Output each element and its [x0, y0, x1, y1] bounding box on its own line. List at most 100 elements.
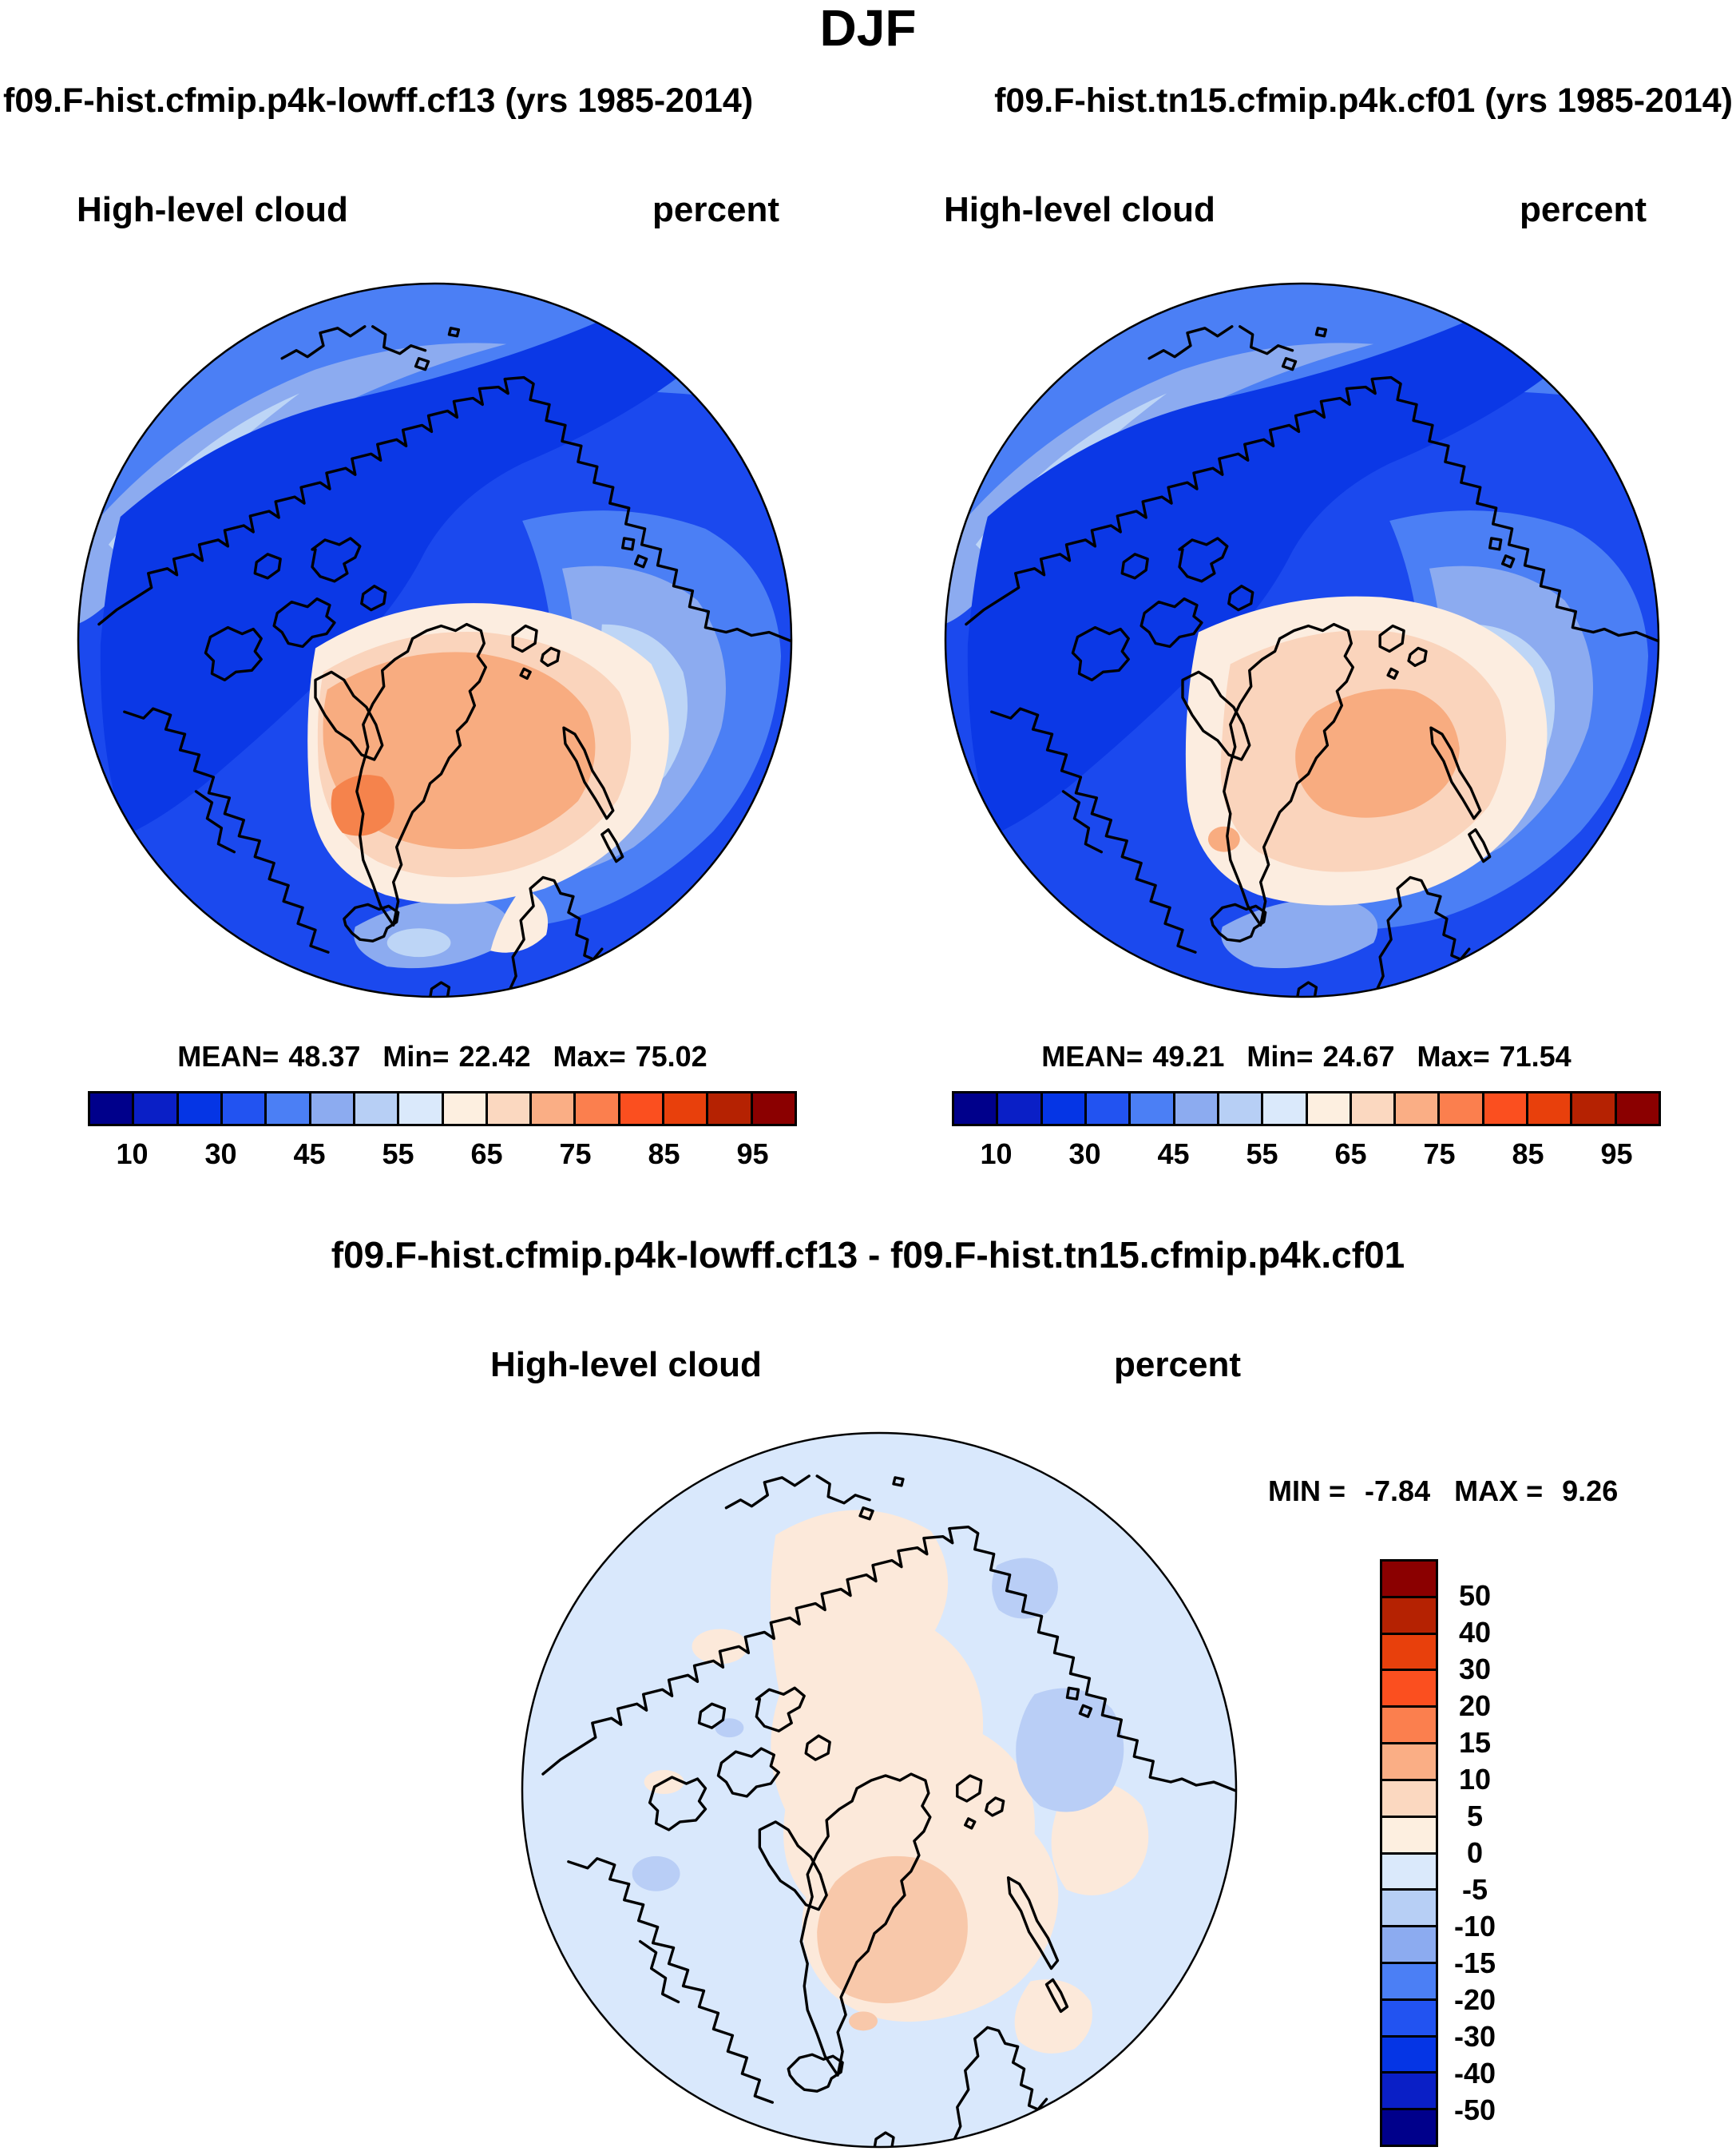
colorbar-segment [1219, 1093, 1264, 1124]
colorbar-tick-label: 15 [1458, 1726, 1492, 1759]
colorbar-segment [1528, 1093, 1573, 1124]
colorbar-segment [1382, 1854, 1436, 1891]
colorbar-segment [267, 1093, 311, 1124]
colorbar-tick-label: 75 [1423, 1137, 1456, 1170]
run-subtitle-row: f09.F-hist.cfmip.p4k-lowff.cf13 (yrs 198… [0, 81, 1736, 121]
colorbar-segment [1382, 2000, 1436, 2038]
colorbar-segment [90, 1093, 135, 1124]
colorbar-tick-label: 10 [116, 1137, 149, 1170]
colorbar-segment [1572, 1093, 1617, 1124]
colorbar-segment [1382, 1634, 1436, 1672]
colorbar-tick-label: 55 [382, 1137, 414, 1170]
colorbar-segment [1351, 1093, 1397, 1124]
colorbar-tick-label: 50 [1458, 1579, 1492, 1612]
min-value: 22.42 [458, 1040, 531, 1073]
colorbar-tick-label: 85 [648, 1137, 680, 1170]
colorbar-segment [399, 1093, 444, 1124]
diff-stats-line: MIN = -7.84 MAX = 9.26 [1268, 1474, 1634, 1508]
colorbar-panel1-ticks: 10 30 45 55 65 75 85 95 [88, 1137, 797, 1173]
colorbar-segment [1263, 1093, 1308, 1124]
colorbar-tick-label: -15 [1453, 1947, 1496, 1979]
diff-min-label: MIN = [1268, 1474, 1346, 1507]
panel2-units-label: percent [1520, 190, 1647, 229]
colorbar-tick-label: 95 [1600, 1137, 1633, 1170]
colorbar-panel2-ticks: 10 30 45 55 65 75 85 95 [952, 1137, 1661, 1173]
colorbar-tick-label: 20 [1458, 1689, 1492, 1722]
colorbar-segment [708, 1093, 753, 1124]
colorbar-segment [178, 1093, 223, 1124]
colorbar-segment [355, 1093, 400, 1124]
colorbar-segment [1042, 1093, 1087, 1124]
colorbar-segment [1175, 1093, 1219, 1124]
mean-value: 49.21 [1152, 1040, 1225, 1073]
panel2-header: High-level cloud percent [944, 190, 1647, 230]
map-difference-border [521, 1431, 1238, 2149]
colorbar-segment [752, 1093, 795, 1124]
map-model1 [77, 282, 793, 998]
colorbar-tick-label: -10 [1453, 1910, 1496, 1943]
map-model2-border [944, 282, 1660, 998]
colorbar-segment [1382, 1891, 1436, 1928]
colorbar-segment [1382, 1817, 1436, 1855]
colorbar-tick-label: -5 [1461, 1873, 1488, 1906]
min-label: Min= [1247, 1040, 1314, 1073]
colorbar-segment [1396, 1093, 1441, 1124]
run-name-right: f09.F-hist.tn15.cfmip.p4k.cf01 (yrs 1985… [994, 81, 1733, 120]
colorbar-segment [1616, 1093, 1659, 1124]
colorbar-segment [1382, 2074, 1436, 2111]
panel1-header: High-level cloud percent [77, 190, 779, 230]
mean-label: MEAN= [1041, 1040, 1143, 1073]
colorbar-segment [1382, 2037, 1436, 2074]
colorbar-tick-label: 95 [736, 1137, 769, 1170]
colorbar-tick-label: 55 [1246, 1137, 1278, 1170]
colorbar-panel2 [952, 1091, 1661, 1126]
colorbar-segment [1382, 1927, 1436, 1964]
map-model1-contours [77, 283, 792, 998]
colorbar-tick-label: -50 [1453, 2093, 1496, 2126]
diff-max-label: MAX = [1454, 1474, 1544, 1507]
panel1-units-label: percent [652, 190, 779, 229]
colorbar-segment [664, 1093, 709, 1124]
colorbar-segment [998, 1093, 1043, 1124]
max-value: 75.02 [635, 1040, 707, 1073]
colorbar-tick-label: -30 [1453, 2020, 1496, 2053]
colorbar-tick-label: 65 [470, 1137, 503, 1170]
panel1-stats-line: MEAN= 48.37 Min= 22.42 Max= 75.02 [88, 1040, 797, 1074]
colorbar-difference [1380, 1559, 1438, 2147]
colorbar-segment [1382, 1744, 1436, 1781]
diff-max-value: 9.26 [1562, 1474, 1619, 1507]
colorbar-segment [222, 1093, 268, 1124]
diff-min-value: -7.84 [1365, 1474, 1431, 1507]
colorbar-segment [134, 1093, 179, 1124]
colorbar-tick-label: 85 [1512, 1137, 1544, 1170]
min-value: 24.67 [1322, 1040, 1395, 1073]
mean-label: MEAN= [177, 1040, 279, 1073]
colorbar-panel1 [88, 1091, 797, 1126]
colorbar-tick-label: 5 [1466, 1800, 1484, 1832]
colorbar-segment [1382, 1671, 1436, 1708]
panel2-variable-label: High-level cloud [944, 190, 1215, 229]
colorbar-tick-label: 10 [980, 1137, 1013, 1170]
colorbar-segment [1086, 1093, 1132, 1124]
colorbar-segment [620, 1093, 665, 1124]
colorbar-tick-label: 0 [1466, 1836, 1484, 1869]
diff-units-label: percent [1114, 1345, 1241, 1384]
colorbar-segment [1382, 2110, 1436, 2145]
difference-title: f09.F-hist.cfmip.p4k-lowff.cf13 - f09.F-… [331, 1234, 1405, 1276]
map-model1-border [77, 282, 793, 998]
colorbar-segment [1484, 1093, 1529, 1124]
min-label: Min= [382, 1040, 450, 1073]
colorbar-tick-label: 45 [1157, 1137, 1190, 1170]
colorbar-tick-label: 75 [559, 1137, 592, 1170]
colorbar-segment [532, 1093, 577, 1124]
colorbar-segment [1382, 1708, 1436, 1745]
colorbar-segment [1440, 1093, 1484, 1124]
max-label: Max= [553, 1040, 626, 1073]
map-difference [521, 1431, 1238, 2149]
colorbar-segment [1307, 1093, 1352, 1124]
colorbar-tick-label: 30 [1068, 1137, 1101, 1170]
colorbar-segment [1382, 1963, 1436, 2001]
diff-variable-label: High-level cloud [490, 1345, 762, 1384]
colorbar-tick-label: -40 [1453, 2057, 1496, 2089]
